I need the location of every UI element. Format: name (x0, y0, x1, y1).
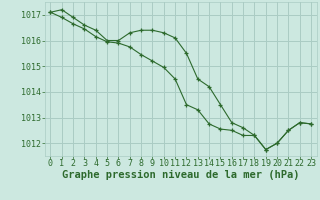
X-axis label: Graphe pression niveau de la mer (hPa): Graphe pression niveau de la mer (hPa) (62, 170, 300, 180)
